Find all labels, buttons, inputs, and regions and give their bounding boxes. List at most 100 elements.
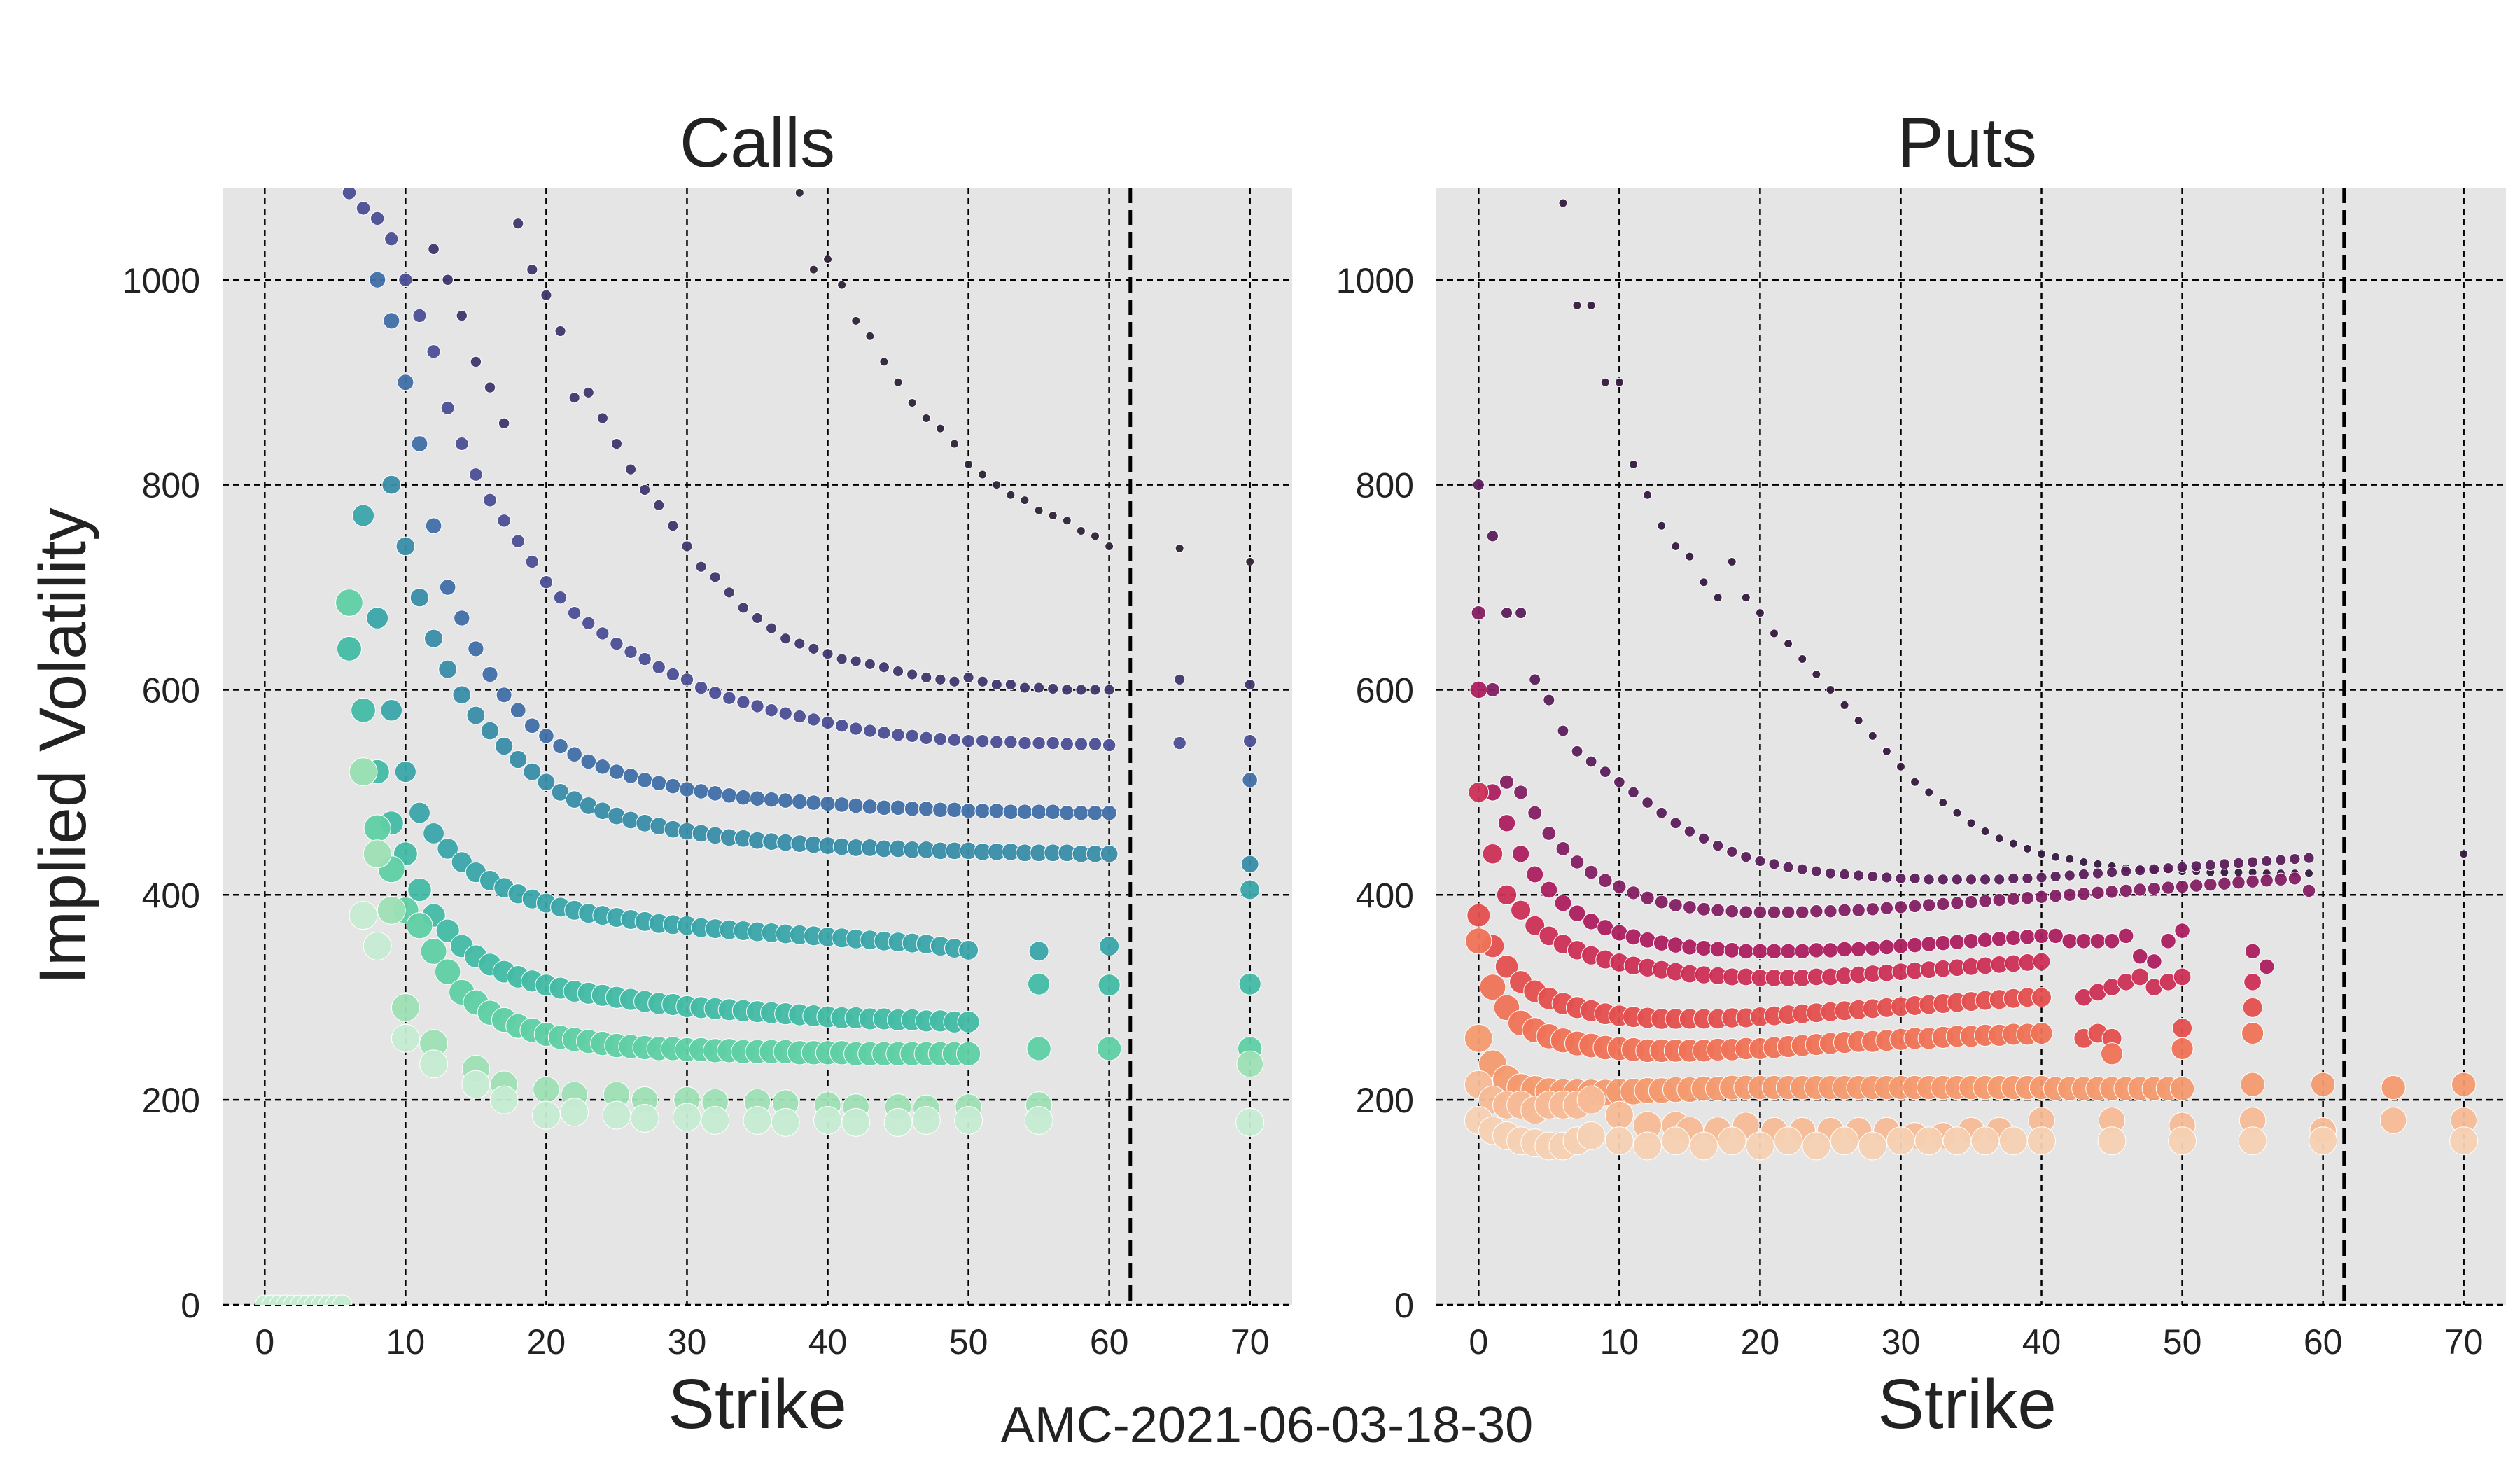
data-point xyxy=(610,636,624,651)
y-tick-label: 600 xyxy=(1356,671,1414,710)
data-point xyxy=(533,1076,560,1103)
data-point xyxy=(2310,1072,2336,1097)
data-point xyxy=(2238,1126,2267,1156)
data-point xyxy=(454,610,470,626)
data-point xyxy=(932,802,948,818)
data-point xyxy=(461,1070,491,1099)
data-point xyxy=(1768,858,1780,870)
data-point xyxy=(437,838,458,860)
data-point xyxy=(1034,505,1044,515)
data-point xyxy=(342,188,357,200)
data-point xyxy=(396,536,416,556)
data-point xyxy=(947,733,962,747)
data-point xyxy=(2303,852,2315,864)
data-point xyxy=(834,719,849,733)
data-point xyxy=(1485,682,1501,698)
data-point xyxy=(1061,684,1073,696)
data-point xyxy=(1830,1126,1859,1156)
data-point xyxy=(1854,715,1863,725)
x-tick-label: 30 xyxy=(1882,1322,1921,1362)
data-point xyxy=(1582,913,1600,930)
y-tick-label: 0 xyxy=(1394,1286,1414,1325)
data-point xyxy=(1914,1126,1944,1156)
data-point xyxy=(1586,300,1596,310)
data-point xyxy=(1611,924,1628,941)
data-point xyxy=(363,932,392,961)
x-tick-label: 10 xyxy=(386,1322,426,1362)
data-point xyxy=(1501,607,1513,620)
data-point xyxy=(949,439,959,449)
x-tick-label: 50 xyxy=(949,1322,988,1362)
data-point xyxy=(1585,755,1597,768)
data-point xyxy=(2304,869,2314,878)
data-point xyxy=(2232,857,2245,869)
data-point xyxy=(1175,543,1184,553)
data-point xyxy=(1062,516,1072,526)
data-point xyxy=(349,757,378,787)
data-point xyxy=(1540,881,1558,899)
data-point xyxy=(1468,781,1490,803)
data-point xyxy=(2190,860,2202,872)
data-point xyxy=(553,590,568,605)
data-point xyxy=(1951,874,1963,886)
data-point xyxy=(496,687,512,704)
data-point xyxy=(407,877,432,902)
data-point xyxy=(624,463,637,475)
data-point xyxy=(735,789,752,806)
data-point xyxy=(1723,941,1740,958)
data-point xyxy=(1236,1107,1265,1137)
data-point xyxy=(1980,827,1990,836)
data-point xyxy=(1699,578,1709,587)
data-point xyxy=(988,802,1005,819)
data-point xyxy=(1782,861,1794,873)
data-point xyxy=(1242,772,1258,788)
data-point xyxy=(2189,878,2204,892)
data-point xyxy=(2240,1072,2265,1097)
data-point xyxy=(552,738,568,755)
data-point xyxy=(709,571,721,583)
data-point xyxy=(707,785,723,802)
data-point xyxy=(1628,459,1638,469)
data-point xyxy=(1970,1126,2000,1156)
data-point xyxy=(1795,905,1809,919)
data-point xyxy=(1812,670,1821,680)
data-point xyxy=(1921,936,1937,952)
data-point xyxy=(351,697,376,723)
data-point xyxy=(1745,1131,1774,1161)
data-point xyxy=(1091,531,1100,541)
data-point xyxy=(1033,682,1045,694)
data-point xyxy=(2079,857,2089,867)
data-point xyxy=(1907,937,1923,953)
data-point xyxy=(2174,923,2190,939)
data-point xyxy=(794,188,804,197)
data-point xyxy=(1599,766,1611,778)
data-point xyxy=(1576,1121,1606,1150)
data-point xyxy=(1882,746,1891,756)
data-point xyxy=(2176,861,2188,873)
data-point xyxy=(877,726,891,740)
data-point xyxy=(1864,940,1881,956)
data-point xyxy=(794,638,806,650)
data-point xyxy=(397,374,414,391)
puts-title: Puts xyxy=(1897,104,2037,182)
data-point xyxy=(1964,895,1978,909)
data-point xyxy=(1541,826,1557,841)
data-point xyxy=(1238,972,1261,995)
data-point xyxy=(484,382,496,393)
data-point xyxy=(428,243,440,255)
data-point xyxy=(1671,541,1681,551)
data-point xyxy=(1020,496,1030,505)
data-point xyxy=(512,218,524,230)
data-point xyxy=(2051,852,2061,862)
data-point xyxy=(2027,1126,2057,1156)
data-point xyxy=(1512,845,1530,863)
data-point xyxy=(560,1098,589,1127)
data-point xyxy=(2022,844,2032,853)
data-point xyxy=(489,1085,519,1114)
data-point xyxy=(864,658,876,670)
data-point xyxy=(964,459,974,469)
data-point xyxy=(363,814,391,842)
data-point xyxy=(2302,883,2316,898)
data-point xyxy=(2050,870,2062,883)
data-point xyxy=(921,413,931,423)
